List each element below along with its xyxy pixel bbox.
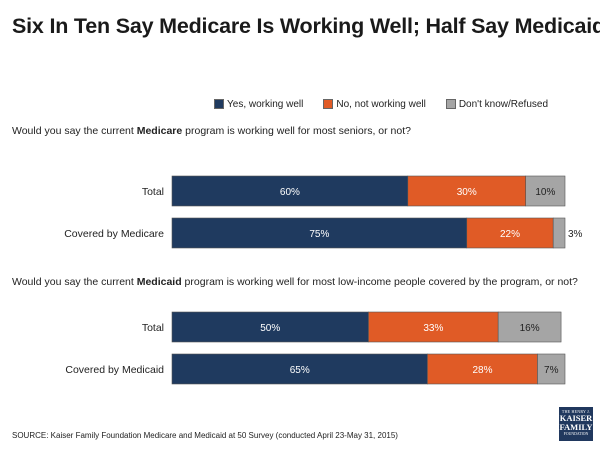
question-medicaid-after: program is working well for most low-inc… xyxy=(181,276,578,288)
question-medicaid-before: Would you say the current xyxy=(12,276,137,288)
data-label-medicaid-total-dk: 16% xyxy=(520,323,540,334)
question-medicare-before: Would you say the current xyxy=(12,125,137,137)
data-label-medicaid-covered-by-medicaid-yes: 65% xyxy=(290,365,310,376)
bar-medicaid-covered-by-medicaid-yes xyxy=(171,353,428,385)
legend-label-dk: Don't know/Refused xyxy=(458,98,549,110)
bar-medicaid-total-yes xyxy=(171,311,369,343)
source-note: SOURCE: Kaiser Family Foundation Medicar… xyxy=(12,431,398,440)
data-label-medicaid-covered-by-medicaid-dk: 7% xyxy=(544,365,559,376)
bar-medicare-total-dk xyxy=(525,175,566,207)
data-label-medicaid-covered-by-medicaid-no: 28% xyxy=(472,365,492,376)
legend-swatch-dk xyxy=(445,99,456,109)
legend-item-yes: Yes, working well xyxy=(214,99,303,110)
legend-item-no: No, not working well xyxy=(323,98,426,110)
bar-medicare-total-no xyxy=(407,175,526,207)
bar-medicaid-total-dk xyxy=(497,311,562,343)
question-medicaid: Would you say the current Medicaid progr… xyxy=(12,275,582,290)
bar-medicare-covered-by-medicare-yes xyxy=(171,217,468,249)
logo-line1: THE HENRY J. xyxy=(561,409,591,414)
data-label-medicare-covered-by-medicare-no: 22% xyxy=(500,229,520,240)
bar-medicaid-covered-by-medicaid-no xyxy=(427,353,538,385)
bar-medicare-total-yes xyxy=(171,175,409,207)
legend: Yes, working well No, not working well D… xyxy=(214,97,568,111)
legend-item-dk: Don't know/Refused xyxy=(445,98,549,110)
data-label-medicaid-total-no: 33% xyxy=(423,323,443,334)
question-medicare-after: program is working well for most seniors… xyxy=(182,125,411,137)
row-label-medicare-covered-by-medicare: Covered by Medicare xyxy=(64,228,164,240)
question-medicaid-bold: Medicaid xyxy=(136,276,182,288)
kff-logo: THE HENRY J. KAISER FAMILY FOUNDATION xyxy=(559,407,593,441)
row-label-medicaid-covered-by-medicaid: Covered by Medicaid xyxy=(65,364,164,376)
legend-swatch-no xyxy=(323,99,334,109)
legend-swatch-yes xyxy=(214,99,224,109)
bar-medicaid-covered-by-medicaid-dk xyxy=(537,353,566,385)
question-medicare-bold: Medicare xyxy=(136,125,183,137)
logo-line3: FOUNDATION xyxy=(563,432,589,436)
row-label-medicare-total: Total xyxy=(142,186,164,198)
bar-medicare-covered-by-medicare-dk xyxy=(552,217,566,249)
chart-title: Six In Ten Say Medicare Is Working Well;… xyxy=(12,14,600,38)
data-label-medicare-covered-by-medicare-yes: 75% xyxy=(309,229,329,240)
legend-label-yes: Yes, working well xyxy=(227,98,304,110)
data-label-medicare-covered-by-medicare-dk: 3% xyxy=(568,229,583,240)
row-label-medicaid-total: Total xyxy=(142,322,164,334)
bar-medicare-covered-by-medicare-no xyxy=(466,217,554,249)
logo-line2a: KAISER xyxy=(559,413,593,423)
legend-label-no: No, not working well xyxy=(336,98,426,110)
data-label-medicare-total-dk: 10% xyxy=(535,187,555,198)
bar-medicaid-total-no xyxy=(368,311,499,343)
data-label-medicare-total-yes: 60% xyxy=(280,187,300,198)
data-label-medicare-total-no: 30% xyxy=(457,187,477,198)
logo-line2b: FAMILY xyxy=(559,422,593,432)
data-label-medicaid-total-yes: 50% xyxy=(260,323,280,334)
question-medicare: Would you say the current Medicare progr… xyxy=(12,124,592,139)
